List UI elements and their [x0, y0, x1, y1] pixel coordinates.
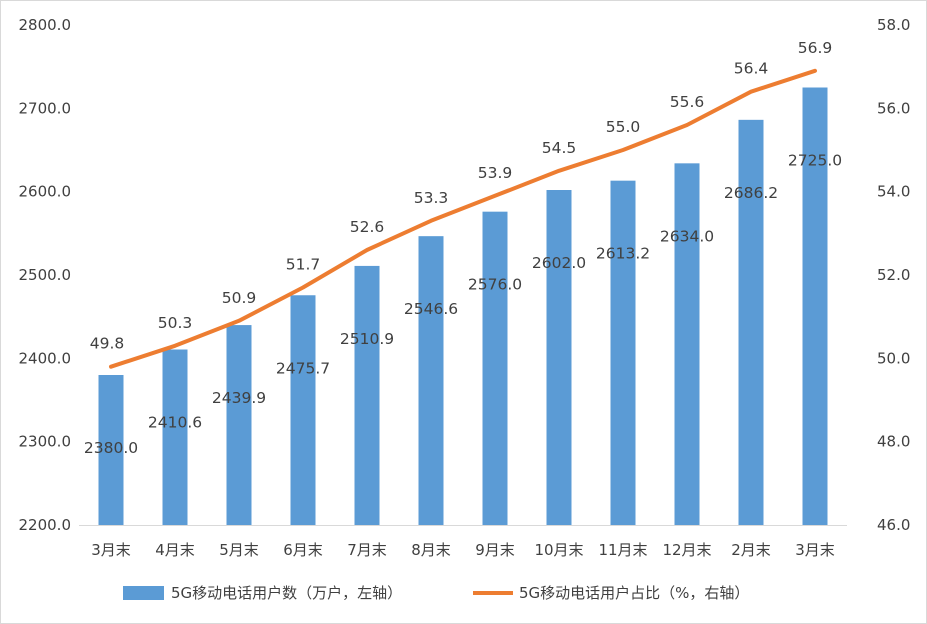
line-data-label-3: 50.9: [222, 289, 257, 307]
x-tick-label: 3月末: [795, 541, 835, 559]
x-tick-label: 10月末: [534, 541, 583, 559]
bar-data-label-8: 2602.0: [532, 254, 586, 272]
x-tick-label: 12月末: [662, 541, 711, 559]
bar-5: [354, 265, 380, 525]
y-right-tick-label: 52.0: [877, 266, 910, 284]
legend-label-bar: 5G移动电话用户数（万户，左轴）: [171, 584, 402, 602]
line-data-label-8: 54.5: [542, 139, 577, 157]
bar-series: [98, 87, 828, 526]
legend-swatch-bar: [123, 586, 164, 600]
y-right-tick-label: 46.0: [877, 516, 910, 534]
line-data-label-1: 49.8: [90, 335, 125, 353]
bar-8: [546, 190, 572, 525]
y-left-tick-label: 2800.0: [19, 16, 72, 34]
bar-data-label-9: 2613.2: [596, 245, 650, 263]
bar-data-labels: 2380.0 2410.6 2439.9 2475.7 2510.9 2546.6 2576…: [84, 152, 842, 458]
x-tick-label: 9月末: [475, 541, 515, 559]
line-data-label-12: 56.9: [798, 39, 833, 57]
bar-data-label-3: 2439.9: [212, 389, 266, 407]
bar-data-label-7: 2576.0: [468, 276, 522, 294]
bar-data-label-12: 2725.0: [788, 152, 842, 170]
bar-data-label-10: 2634.0: [660, 227, 714, 245]
y-left-tick-label: 2300.0: [19, 433, 72, 451]
bar-4: [290, 295, 316, 525]
bar-data-label-5: 2510.9: [340, 330, 394, 348]
line-data-label-6: 53.3: [414, 189, 449, 207]
line-data-label-9: 55.0: [606, 118, 641, 136]
line-data-label-11: 56.4: [734, 60, 769, 78]
x-tick-label: 4月末: [155, 541, 195, 559]
y-right-tick-label: 54.0: [877, 183, 910, 201]
line-series: [109, 68, 817, 369]
line-data-label-10: 55.6: [670, 93, 705, 111]
line-data-label-7: 53.9: [478, 164, 513, 182]
bar-9: [610, 180, 636, 525]
bar-data-label-1: 2380.0: [84, 439, 138, 457]
y-left-tick-label: 2400.0: [19, 349, 72, 367]
line-data-label-4: 51.7: [286, 256, 321, 274]
bar-7: [482, 211, 508, 525]
line-data-label-5: 52.6: [350, 218, 385, 236]
bar-10: [674, 163, 700, 526]
y-right-tick-label: 56.0: [877, 99, 910, 117]
bar-12: [802, 87, 828, 525]
x-tick-label: 5月末: [219, 541, 259, 559]
bar-data-label-4: 2475.7: [276, 359, 330, 377]
line-path: [109, 68, 817, 369]
bar-data-label-6: 2546.6: [404, 300, 458, 318]
y-right-tick-label: 48.0: [877, 433, 910, 451]
y-left-tick-label: 2700.0: [19, 99, 72, 117]
x-tick-label: 11月末: [598, 541, 647, 559]
bar-3: [226, 325, 252, 525]
y-right-tick-label: 50.0: [877, 349, 910, 367]
y-right-tick-label: 58.0: [877, 16, 910, 34]
bar-data-label-2: 2410.6: [148, 414, 202, 432]
bar-data-label-11: 2686.2: [724, 184, 778, 202]
y-left-tick-label: 2200.0: [19, 516, 72, 534]
line-data-label-2: 50.3: [158, 314, 193, 332]
x-tick-label: 6月末: [283, 541, 323, 559]
bar-1: [98, 375, 124, 525]
legend-label-line: 5G移动电话用户占比（%，右轴）: [519, 584, 749, 602]
bar-2: [162, 349, 188, 525]
y-left-tick-label: 2600.0: [19, 183, 72, 201]
line-data-labels: 49.8 50.3 50.9 51.7 52.6 53.3 53.9 54.5 55.0 55.6…: [90, 39, 833, 353]
bar-11: [738, 119, 764, 525]
y-left-tick-label: 2500.0: [19, 266, 72, 284]
x-tick-label: 2月末: [731, 541, 771, 559]
legend: 5G移动电话用户数（万户，左轴） 5G移动电话用户占比（%，右轴）: [123, 584, 749, 602]
axes: 2200.0 2300.0 2400.0 2500.0 2600.0 2700.0 2800…: [19, 16, 911, 559]
x-tick-label: 3月末: [91, 541, 131, 559]
bar-6: [418, 236, 444, 525]
x-tick-label: 7月末: [347, 541, 387, 559]
x-tick-label: 8月末: [411, 541, 451, 559]
